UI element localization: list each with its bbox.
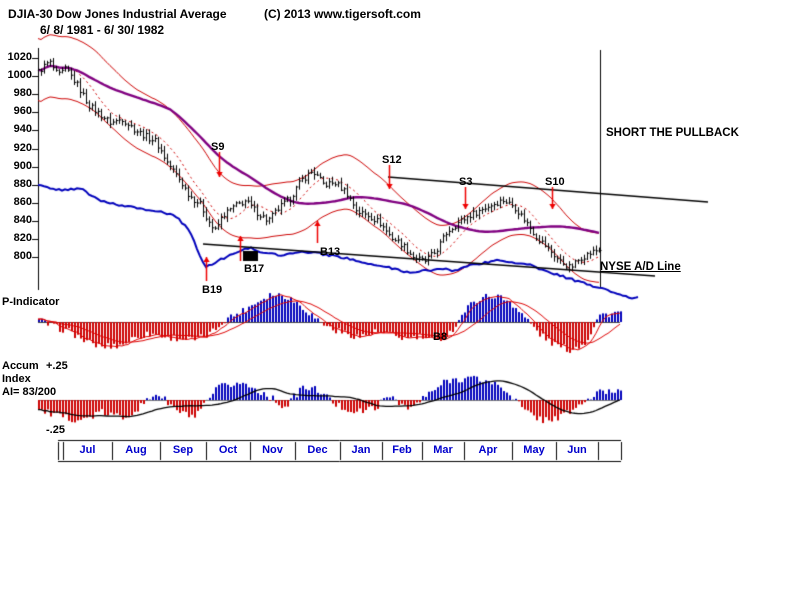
accum-label: Accum — [2, 360, 39, 372]
minus-25-tick-label: -.25 — [46, 424, 65, 436]
month-label-apr: Apr — [478, 444, 498, 456]
month-label-oct: Oct — [218, 444, 238, 456]
p-indicator-label: P-Indicator — [2, 296, 60, 308]
month-label-mar: Mar — [433, 444, 453, 456]
signal-label-b13: B13 — [320, 246, 341, 258]
month-label-dec: Dec — [307, 444, 328, 456]
month-label-aug: Aug — [125, 444, 147, 456]
date-range: 6/ 8/ 1981 - 6/ 30/ 1982 — [40, 23, 165, 37]
month-label-may: May — [523, 444, 545, 456]
price-axis-tick-label: 840 — [13, 213, 32, 226]
price-axis-tick-label: 820 — [13, 232, 32, 244]
month-label-nov: Nov — [262, 444, 283, 456]
month-label-sep: Sep — [172, 444, 194, 456]
month-label-jan: Jan — [351, 444, 371, 456]
signal-label-s3: S3 — [459, 176, 473, 188]
price-axis-tick-label: 980 — [13, 87, 32, 100]
price-axis-tick-label: 880 — [13, 177, 32, 190]
signal-label-s10: S10 — [545, 176, 565, 188]
price-axis-tick-label: 960 — [13, 105, 32, 118]
chart-title: DJIA-30 Dow Jones Industrial Average — [8, 7, 227, 21]
nyse-ad-line-label: NYSE A/D Line — [600, 261, 681, 273]
price-axis-tick-label: 920 — [13, 141, 32, 154]
price-axis-tick-label: 1020 — [7, 51, 32, 63]
plus-25-tick-label: +.25 — [46, 360, 68, 372]
price-axis-tick-label: 1000 — [7, 69, 32, 82]
month-label-jun: Jun — [567, 444, 587, 456]
price-axis-tick-label: 860 — [13, 195, 32, 208]
signal-label-b17: B17 — [244, 263, 265, 275]
month-label-jul: Jul — [79, 444, 96, 456]
signal-label-b19: B19 — [202, 284, 223, 296]
index-label: Index — [2, 373, 31, 385]
price-axis-tick-label: 800 — [13, 250, 32, 263]
ai-value-label: AI= 83/200 — [2, 386, 57, 398]
signal-label-b8: B8 — [433, 331, 448, 343]
copyright-text: (C) 2013 www.tigersoft.com — [264, 7, 421, 21]
signal-label-s9: S9 — [211, 141, 225, 153]
price-axis-tick-label: 900 — [13, 159, 32, 172]
price-axis-tick-label: 940 — [13, 123, 32, 136]
short-pullback-annotation: SHORT THE PULLBACK — [606, 127, 739, 139]
month-label-feb: Feb — [392, 444, 412, 456]
signal-label-s12: S12 — [382, 154, 402, 166]
